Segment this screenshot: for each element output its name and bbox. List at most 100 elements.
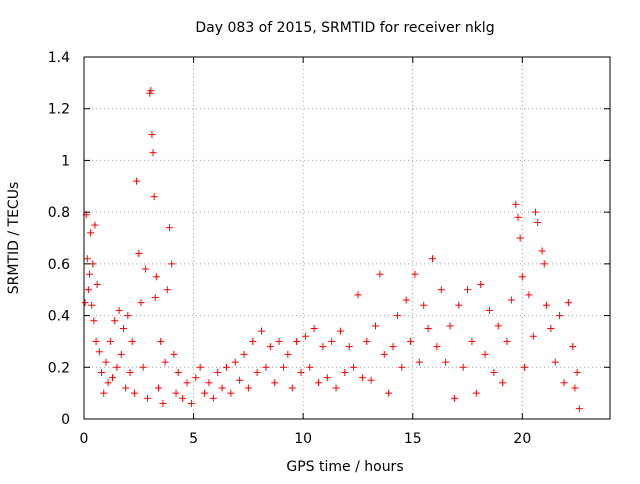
data-point xyxy=(442,358,450,366)
data-point xyxy=(446,322,454,330)
x-tick-label: 20 xyxy=(513,431,531,447)
data-point xyxy=(87,229,95,237)
y-tick-label: 0 xyxy=(61,412,70,428)
data-point xyxy=(350,363,358,371)
data-point xyxy=(556,312,564,320)
data-point xyxy=(575,405,583,413)
data-point xyxy=(275,337,283,345)
data-point xyxy=(525,291,533,299)
data-point xyxy=(345,343,353,351)
data-point xyxy=(227,389,235,397)
data-point xyxy=(468,337,476,345)
y-tick-label: 0.6 xyxy=(48,257,70,273)
data-point xyxy=(165,224,173,232)
data-point xyxy=(152,273,160,281)
data-point xyxy=(163,286,171,294)
data-point xyxy=(149,149,157,157)
data-point xyxy=(128,337,136,345)
data-point xyxy=(573,368,581,376)
data-point xyxy=(279,363,287,371)
data-point xyxy=(319,343,327,351)
x-tick-label: 10 xyxy=(294,431,312,447)
data-point xyxy=(91,221,99,229)
data-point xyxy=(571,384,579,392)
data-point xyxy=(521,363,529,371)
data-point xyxy=(111,317,119,325)
data-point xyxy=(137,299,145,307)
data-point xyxy=(512,200,520,208)
data-point xyxy=(192,374,200,382)
data-point xyxy=(518,273,526,281)
data-point xyxy=(415,358,423,366)
data-point xyxy=(385,389,393,397)
chart-title: Day 083 of 2015, SRMTID for receiver nkl… xyxy=(195,20,494,36)
data-point xyxy=(538,247,546,255)
data-point xyxy=(262,363,270,371)
data-point xyxy=(393,312,401,320)
y-tick-label: 0.4 xyxy=(48,309,70,325)
data-point xyxy=(231,358,239,366)
data-point xyxy=(172,389,180,397)
data-point xyxy=(389,343,397,351)
data-point xyxy=(315,379,323,387)
data-point xyxy=(310,325,318,332)
data-point xyxy=(95,348,103,356)
data-point xyxy=(472,389,480,397)
y-tick-label: 1.2 xyxy=(48,102,70,118)
data-point xyxy=(126,368,134,376)
data-point xyxy=(115,306,123,314)
data-point xyxy=(407,337,415,345)
data-point xyxy=(481,350,489,358)
data-point xyxy=(102,358,110,366)
data-point xyxy=(376,270,384,278)
data-point xyxy=(402,296,410,304)
data-point xyxy=(93,281,101,289)
data-point xyxy=(196,363,204,371)
data-point xyxy=(494,322,502,330)
data-point xyxy=(542,301,550,309)
data-point xyxy=(214,368,222,376)
data-point xyxy=(529,332,537,340)
data-point xyxy=(150,193,158,201)
data-point xyxy=(144,394,152,402)
data-point xyxy=(531,208,539,216)
data-point xyxy=(141,265,149,273)
data-point xyxy=(507,296,515,304)
data-point xyxy=(293,337,301,345)
data-point xyxy=(424,325,432,332)
data-point xyxy=(297,368,305,376)
data-point xyxy=(209,394,217,402)
data-point xyxy=(108,374,116,382)
data-point xyxy=(551,358,559,366)
data-point xyxy=(534,218,542,226)
y-tick-label: 0.2 xyxy=(48,360,70,376)
data-point xyxy=(157,337,165,345)
data-point xyxy=(151,293,159,301)
data-point xyxy=(174,368,182,376)
data-point xyxy=(187,399,195,407)
data-point xyxy=(560,379,568,387)
data-point xyxy=(514,213,522,221)
data-point xyxy=(437,286,445,294)
data-point xyxy=(499,379,507,387)
data-point xyxy=(135,250,143,258)
data-point xyxy=(288,384,296,392)
data-point xyxy=(428,255,436,263)
data-point xyxy=(205,379,213,387)
data-point xyxy=(341,368,349,376)
data-point xyxy=(222,363,230,371)
data-point xyxy=(161,358,169,366)
data-point xyxy=(159,399,167,407)
data-point xyxy=(89,260,97,268)
data-point xyxy=(83,255,91,263)
plot-frame xyxy=(83,56,611,420)
y-tick-label: 1 xyxy=(61,153,70,169)
data-point xyxy=(477,281,485,289)
data-point xyxy=(236,376,244,384)
data-point xyxy=(363,337,371,345)
data-point xyxy=(540,260,548,268)
data-point xyxy=(240,350,248,358)
data-point xyxy=(411,270,419,278)
